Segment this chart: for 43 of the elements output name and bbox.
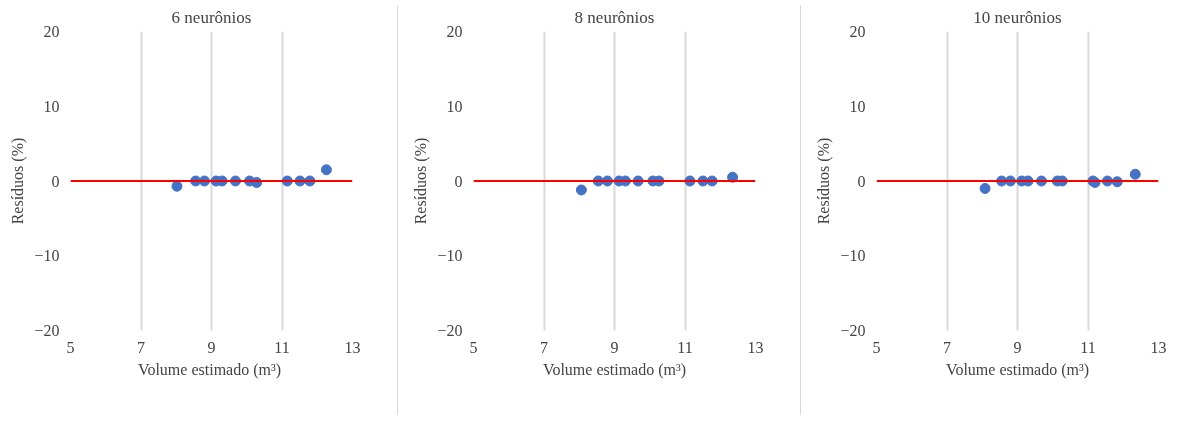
chart-title: 6 neurônios — [171, 7, 252, 27]
x-tick-label: 11 — [677, 338, 693, 356]
y-tick-label: −10 — [34, 247, 60, 265]
x-tick-label: 9 — [1013, 338, 1022, 356]
x-tick-label: 13 — [344, 338, 361, 356]
y-tick-label: 10 — [43, 97, 60, 115]
chart-title: 10 neurônios — [973, 7, 1062, 27]
x-tick-label: 9 — [610, 338, 619, 356]
y-tick-label: −10 — [437, 247, 463, 265]
y-axis-title: Resíduos (%) — [412, 137, 431, 225]
point — [575, 184, 587, 196]
y-tick-label: −20 — [437, 322, 463, 339]
x-tick-label: 5 — [66, 338, 75, 356]
x-tick-label: 11 — [1080, 338, 1096, 356]
y-axis-title: Resíduos (%) — [815, 137, 834, 225]
point — [320, 164, 332, 176]
y-tick-label: 0 — [857, 172, 866, 190]
x-tick-label: 7 — [137, 338, 145, 356]
y-axis-title: Resíduos (%) — [9, 137, 28, 225]
y-tick-label: 10 — [446, 97, 463, 115]
y-tick-label: 20 — [43, 23, 60, 40]
y-tick-label: −20 — [34, 322, 60, 339]
y-tick-label: 10 — [849, 97, 866, 115]
x-tick-label: 5 — [872, 338, 881, 356]
y-tick-label: 20 — [446, 23, 463, 40]
y-tick-label: 0 — [51, 172, 60, 190]
y-tick-label: −10 — [840, 247, 866, 265]
y-tick-label: 20 — [849, 23, 866, 40]
x-axis-title: Volume estimado (m³) — [137, 360, 282, 379]
x-tick-label: 9 — [207, 338, 216, 356]
point — [979, 182, 991, 194]
y-tick-label: −20 — [840, 322, 866, 339]
y-tick-label: 0 — [454, 172, 463, 190]
chart-title: 8 neurônios — [574, 7, 655, 27]
point — [1129, 168, 1141, 180]
x-tick-label: 11 — [274, 338, 290, 356]
x-tick-label: 13 — [1150, 338, 1167, 356]
x-axis-title: Volume estimado (m³) — [542, 360, 687, 379]
x-tick-label: 5 — [469, 338, 478, 356]
x-axis-title: Volume estimado (m³) — [945, 360, 1090, 379]
x-tick-label: 7 — [943, 338, 951, 356]
x-tick-label: 7 — [540, 338, 548, 356]
x-tick-label: 13 — [747, 338, 764, 356]
